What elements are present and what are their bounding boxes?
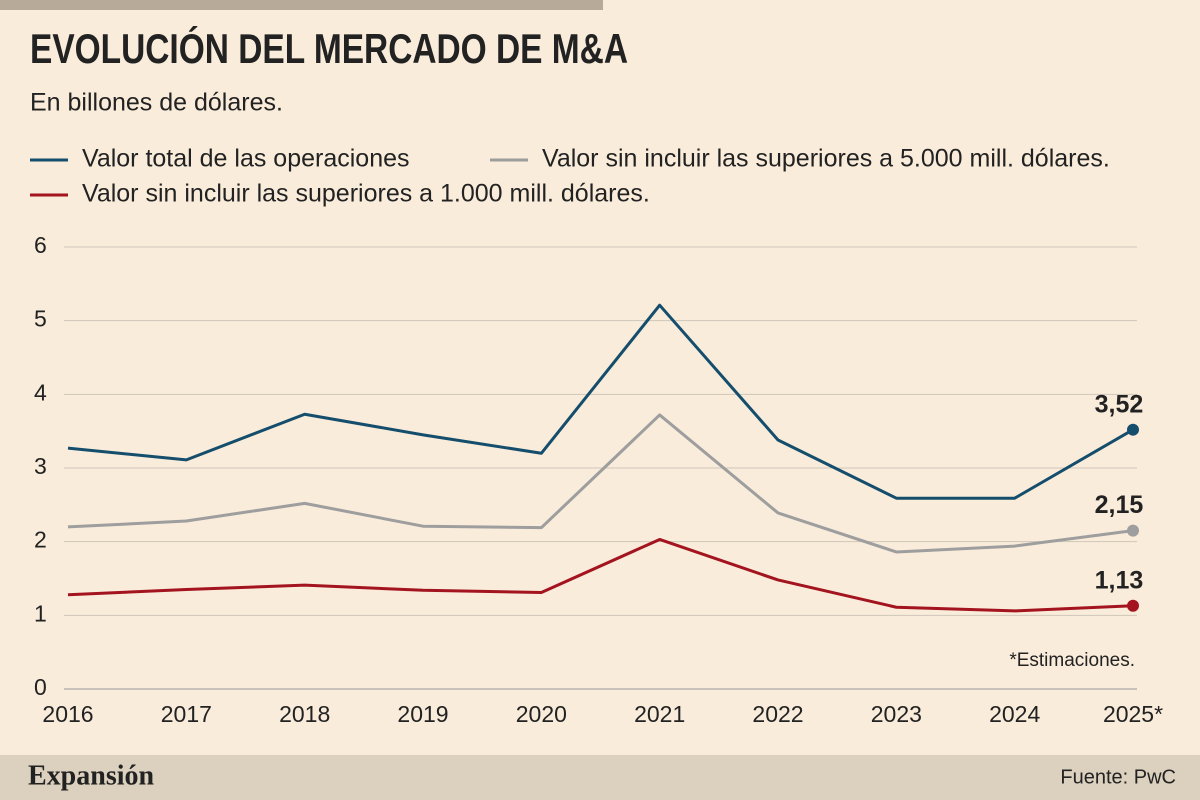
series-line bbox=[67, 413, 1134, 554]
chart-title: EVOLUCIÓN DEL MERCADO DE M&A bbox=[30, 24, 628, 72]
x-tick-label: 2019 bbox=[397, 701, 448, 727]
end-point bbox=[1127, 423, 1139, 436]
end-point bbox=[1127, 524, 1139, 537]
footer bbox=[0, 755, 1200, 800]
x-tick-label: 2025* bbox=[1103, 701, 1163, 727]
x-tick-label: 2020 bbox=[516, 701, 567, 727]
x-tick-label: 2018 bbox=[279, 701, 330, 727]
value-label: 3,52 bbox=[1095, 390, 1144, 418]
y-tick-label: 1 bbox=[34, 600, 47, 626]
x-tick-label: 2016 bbox=[42, 701, 93, 727]
legend-label: Valor sin incluir las superiores a 1.000… bbox=[82, 180, 650, 208]
x-tick-label: 2024 bbox=[989, 701, 1040, 727]
y-tick-label: 4 bbox=[34, 379, 47, 405]
y-tick-label: 5 bbox=[34, 306, 47, 332]
source: Fuente: PwC bbox=[1060, 766, 1176, 788]
legend-label: Valor sin incluir las superiores a 5.000… bbox=[542, 145, 1110, 173]
y-tick-label: 3 bbox=[34, 453, 47, 479]
y-tick-label: 0 bbox=[34, 674, 47, 700]
y-tick-label: 6 bbox=[34, 232, 47, 258]
y-tick-label: 2 bbox=[34, 527, 47, 553]
annotation: *Estimaciones. bbox=[1009, 650, 1135, 671]
chart-subtitle: En billones de dólares. bbox=[30, 89, 283, 117]
top-strip bbox=[0, 0, 603, 10]
x-tick-label: 2021 bbox=[634, 701, 685, 727]
x-tick-label: 2023 bbox=[871, 701, 922, 727]
series-line bbox=[67, 537, 1134, 613]
x-tick-label: 2022 bbox=[752, 701, 803, 727]
value-label: 1,13 bbox=[1095, 566, 1144, 594]
end-point bbox=[1127, 599, 1139, 612]
legend-label: Valor total de las operaciones bbox=[82, 145, 410, 173]
brand: Expansión bbox=[28, 760, 154, 791]
value-label: 2,15 bbox=[1095, 491, 1144, 519]
x-tick-label: 2017 bbox=[161, 701, 212, 727]
series-line bbox=[67, 303, 1134, 500]
